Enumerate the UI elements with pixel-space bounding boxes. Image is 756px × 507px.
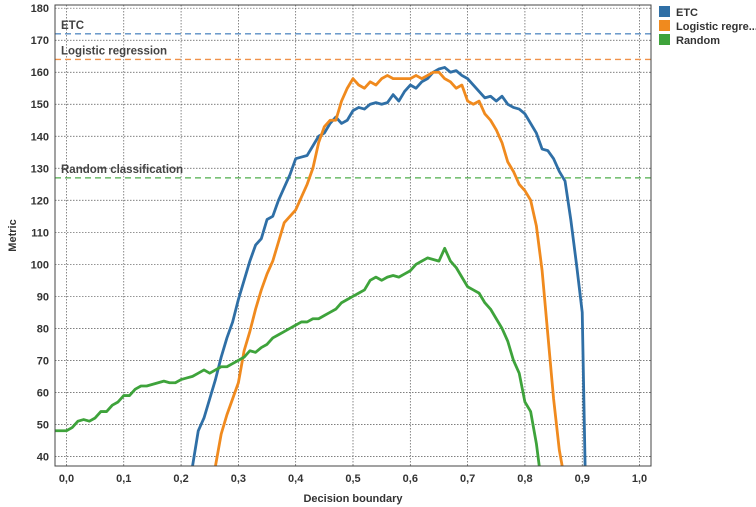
legend-swatch: [659, 6, 670, 17]
y-tick-label: 90: [37, 291, 49, 303]
x-tick-label: 0,7: [460, 473, 475, 485]
reference-line-label: ETC: [61, 20, 84, 32]
y-tick-label: 80: [37, 323, 49, 335]
x-tick-label: 0,3: [231, 473, 246, 485]
plot-frame: [54, 4, 652, 467]
x-tick-label: 0,6: [403, 473, 418, 485]
y-tick-label: 120: [31, 195, 49, 207]
legend: ETC Logistic regre... Random: [659, 6, 756, 47]
y-tick-label: 100: [31, 259, 49, 271]
y-tick-label: 160: [31, 67, 49, 79]
reference-line-label: Logistic regression: [61, 45, 167, 57]
x-tick-label: 0,5: [345, 473, 360, 485]
y-tick-label: 150: [31, 99, 49, 111]
legend-swatch: [659, 34, 670, 45]
y-tick-label: 180: [31, 3, 49, 15]
x-tick-label: 0,0: [59, 473, 74, 485]
y-tick-label: 70: [37, 355, 49, 367]
series-lines: [55, 66, 587, 466]
y-tick-label: 40: [37, 451, 49, 463]
y-tick-label: 140: [31, 131, 49, 143]
x-tick-label: 0,1: [116, 473, 131, 485]
y-tick-label: 60: [37, 387, 49, 399]
x-tick-label: 0,9: [575, 473, 590, 485]
legend-label: Random: [676, 35, 720, 47]
y-tick-label: 50: [37, 419, 49, 431]
legend-swatch: [659, 20, 670, 31]
legend-label: Logistic regre...: [676, 21, 756, 33]
x-axis-title: Decision boundary: [303, 493, 403, 505]
series-line-random: [55, 246, 541, 466]
series-line-logistic-regression: [214, 70, 564, 466]
reference-line-label: Random classification: [61, 164, 183, 176]
x-tick-label: 1,0: [632, 473, 647, 485]
x-tick-label: 0,2: [173, 473, 188, 485]
legend-label: ETC: [676, 7, 698, 19]
x-tick-label: 0,8: [517, 473, 532, 485]
x-tick-label: 0,4: [288, 473, 304, 485]
series-line-etc: [191, 66, 587, 466]
y-axis-title: Metric: [7, 219, 19, 251]
tick-labels: 40 50 60 70 80 90 100 110 120 130 140 150 160 170 180 0…: [31, 3, 648, 485]
y-tick-label: 110: [31, 227, 49, 239]
gridlines: [55, 5, 651, 466]
y-tick-label: 170: [31, 35, 49, 47]
reference-lines: ETC Logistic regression Random classificat…: [55, 20, 651, 179]
y-tick-label: 130: [31, 163, 49, 175]
